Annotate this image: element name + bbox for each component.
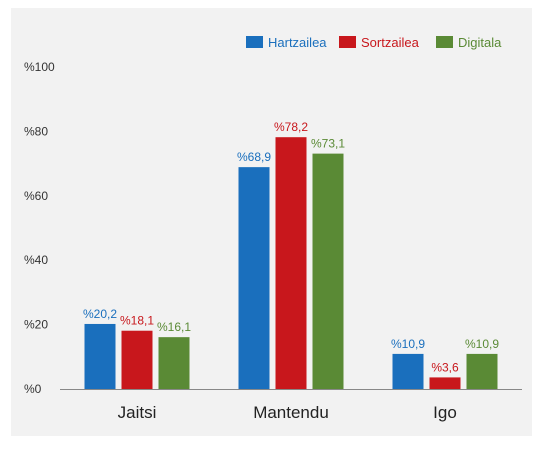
category-label: Jaitsi (118, 403, 157, 422)
category-labels: Jaitsi Mantendu Igo (118, 403, 457, 422)
bar-digitala-jaitsi (158, 337, 190, 389)
legend-label-hartzailea: Hartzailea (268, 35, 327, 50)
bar-hartzailea-igo (392, 353, 424, 389)
data-label: %78,2 (274, 120, 308, 134)
data-label: %68,9 (237, 150, 271, 164)
legend-label-sortzailea: Sortzailea (361, 35, 420, 50)
data-label: %20,2 (83, 307, 117, 321)
bar-sortzailea-jaitsi (121, 330, 153, 389)
bar-hartzailea-jaitsi (84, 323, 116, 389)
data-labels-group: %20,2 %18,1 %16,1 %68,9 %78,2%73,1 %10,9 %3,6%… (83, 120, 499, 374)
data-label: %3,6 (431, 360, 459, 374)
data-label: %10,9 (465, 337, 499, 351)
y-axis-ticks: %0 %20 %40 %60 %80 %100 (24, 60, 55, 396)
bar-digitala-igo (466, 353, 498, 389)
data-label: %18,1 (120, 314, 154, 328)
y-tick-label: %0 (24, 382, 42, 396)
y-tick-label: %100 (24, 60, 55, 74)
data-label: %16,1 (157, 320, 191, 334)
data-label: %10,9 (391, 337, 425, 351)
category-label: Mantendu (253, 403, 329, 422)
legend-swatch-sortzailea (339, 36, 356, 48)
bar-hartzailea-mantendu (238, 167, 270, 389)
legend-swatch-hartzailea (246, 36, 263, 48)
data-label: %73,1 (311, 137, 345, 151)
legend: Hartzailea Sortzailea Digitala (246, 35, 502, 50)
legend-label-digitala: Digitala (458, 35, 502, 50)
bar-sortzailea-igo (429, 377, 461, 389)
bar-sortzailea-mantendu (275, 137, 307, 389)
bar-digitala-mantendu (312, 153, 344, 389)
category-label: Igo (433, 403, 457, 422)
bars-group (84, 137, 498, 389)
y-tick-label: %80 (24, 124, 48, 138)
legend-swatch-digitala (436, 36, 453, 48)
y-tick-label: %60 (24, 189, 48, 203)
y-tick-label: %20 (24, 318, 48, 332)
y-tick-label: %40 (24, 253, 48, 267)
